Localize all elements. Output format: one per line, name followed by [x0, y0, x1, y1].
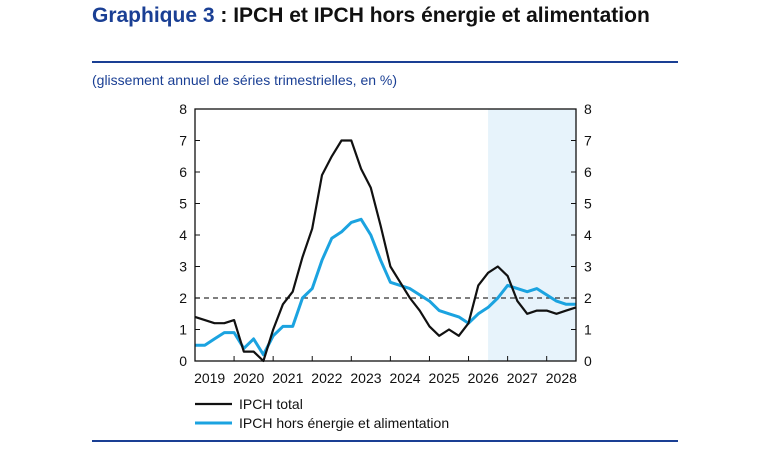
y-tick-label-left: 8 [179, 101, 187, 117]
title-separator: : [214, 4, 234, 27]
y-tick-label-right: 6 [584, 164, 592, 180]
y-tick-label-right: 1 [584, 322, 592, 338]
y-tick-label-left: 4 [179, 227, 187, 243]
chart-number-label: Graphique 3 [92, 4, 215, 27]
x-tick-label: 2022 [311, 370, 342, 386]
y-tick-label-left: 3 [179, 259, 187, 275]
y-tick-label-left: 0 [179, 353, 187, 369]
chart-title-text: IPCH et IPCH hors énergie et alimentatio… [233, 4, 650, 27]
x-tick-label: 2025 [429, 370, 460, 386]
y-axis-right: 0 1 2 3 4 5 6 7 8 [571, 101, 592, 369]
y-tick-label-left: 2 [179, 290, 187, 306]
x-tick-label: 2024 [389, 370, 420, 386]
legend-label: IPCH total [239, 396, 303, 412]
y-tick-label-right: 0 [584, 353, 592, 369]
y-tick-label-right: 8 [584, 101, 592, 117]
x-tick-label: 2027 [507, 370, 538, 386]
x-tick-label: 2023 [350, 370, 381, 386]
x-tick-label: 2020 [233, 370, 264, 386]
y-tick-label-left: 7 [179, 133, 187, 149]
y-tick-label-left: 1 [179, 322, 187, 338]
y-axis-left: 0 1 2 3 4 5 6 7 8 [179, 101, 200, 369]
y-tick-label-right: 4 [584, 227, 592, 243]
top-divider [92, 61, 678, 63]
projection-shading [488, 109, 576, 361]
x-tick-label: 2021 [272, 370, 303, 386]
x-tick-label: 2019 [194, 370, 225, 386]
legend: IPCH total IPCH hors énergie et alimentat… [195, 396, 449, 431]
x-tick-label: 2026 [468, 370, 499, 386]
y-tick-label-right: 2 [584, 290, 592, 306]
y-tick-label-left: 6 [179, 164, 187, 180]
bottom-divider [92, 440, 678, 442]
y-tick-label-left: 5 [179, 196, 187, 212]
series-line-ipch-total [194, 139, 577, 363]
y-tick-label-right: 3 [584, 259, 592, 275]
series-lines [194, 139, 577, 363]
y-tick-label-right: 5 [584, 196, 592, 212]
y-tick-label-right: 7 [584, 133, 592, 149]
x-axis: 2019 2020 2021 2022 2023 2024 2025 2026 2027 2028 [194, 356, 577, 386]
chart-title: Graphique 3 : IPCH et IPCH hors énergie … [92, 2, 692, 29]
legend-label: IPCH hors énergie et alimentation [239, 415, 449, 431]
x-tick-label: 2028 [546, 370, 577, 386]
chart-subtitle: (glissement annuel de séries trimestriel… [92, 72, 398, 88]
